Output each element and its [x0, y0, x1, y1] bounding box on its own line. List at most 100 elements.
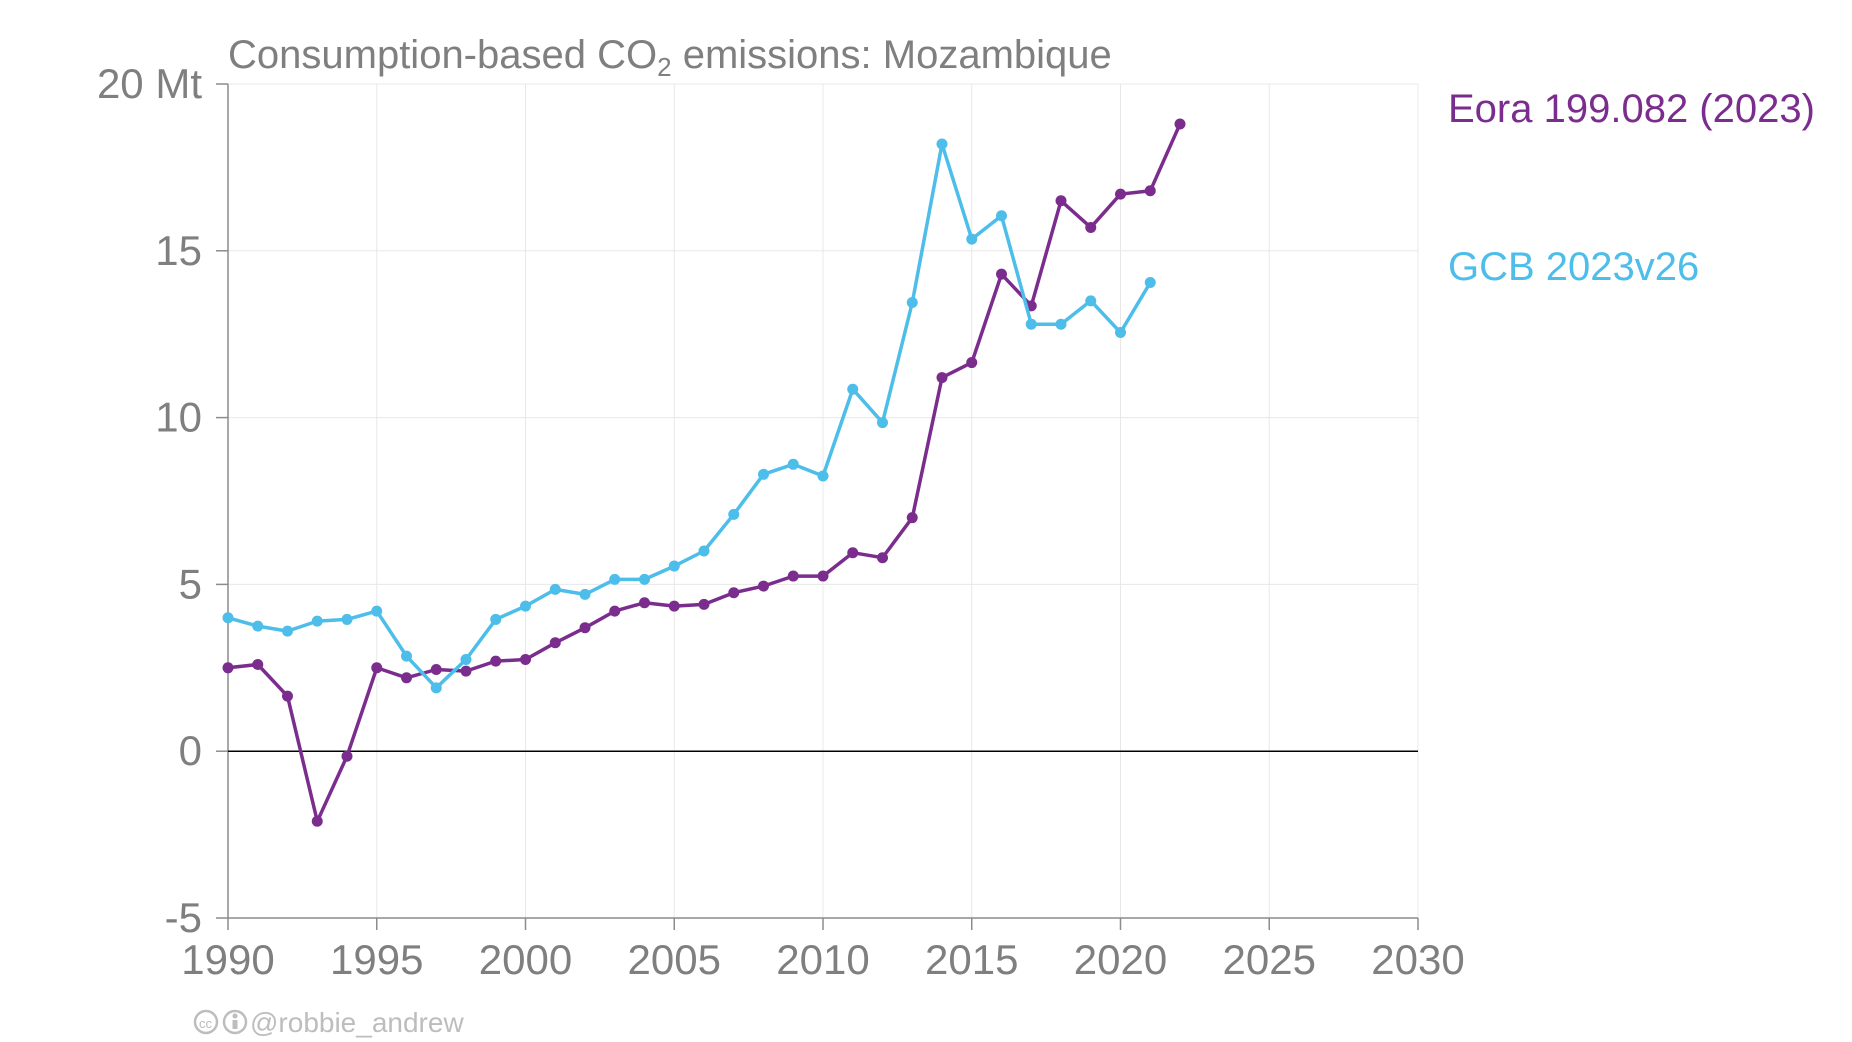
data-point-eora-199-082-2023-2016 — [996, 268, 1007, 280]
data-point-eora-199-082-2023-2018 — [1055, 195, 1067, 207]
data-point-eora-199-082-2023-2005 — [668, 600, 680, 612]
data-point-gcb-2023v26-2019 — [1085, 295, 1097, 307]
data-point-gcb-2023v26-1990 — [222, 612, 234, 624]
y-tick-label-15: 15 — [155, 227, 202, 274]
data-point-gcb-2023v26-2016 — [996, 210, 1007, 222]
chart-title-suffix: emissions: Mozambique — [672, 33, 1112, 77]
data-point-gcb-2023v26-2009 — [787, 458, 799, 470]
y-tick-label-5: 5 — [179, 560, 202, 607]
data-point-gcb-2023v26-1994 — [341, 613, 353, 625]
series-gcb-2023v26 — [222, 138, 1156, 694]
data-point-eora-199-082-2023-2013 — [906, 512, 918, 524]
data-point-eora-199-082-2023-1993 — [311, 815, 323, 827]
data-point-eora-199-082-2023-2011 — [847, 547, 859, 559]
data-point-gcb-2023v26-2006 — [698, 545, 710, 557]
chart-title-subscript: 2 — [657, 52, 671, 82]
x-tick-label-2015: 2015 — [925, 936, 1018, 983]
data-point-eora-199-082-2023-2012 — [877, 552, 888, 564]
x-tick-label-2020: 2020 — [1074, 936, 1167, 983]
data-point-eora-199-082-2023-1994 — [341, 750, 353, 762]
data-point-gcb-2023v26-2001 — [549, 583, 561, 595]
gridlines — [227, 83, 1419, 919]
x-tick-label-2025: 2025 — [1223, 936, 1316, 983]
data-point-eora-199-082-2023-1999 — [490, 655, 502, 667]
x-tick-label-1995: 1995 — [330, 936, 423, 983]
data-point-eora-199-082-2023-2015 — [966, 357, 978, 369]
y-tick-label-20: 20 Mt — [97, 60, 202, 107]
data-point-gcb-2023v26-1998 — [460, 653, 472, 665]
data-point-gcb-2023v26-2011 — [847, 383, 859, 395]
data-point-gcb-2023v26-2007 — [728, 508, 740, 520]
data-point-eora-199-082-2023-1998 — [460, 665, 472, 677]
data-point-gcb-2023v26-2013 — [906, 297, 918, 309]
data-point-gcb-2023v26-1993 — [311, 615, 323, 627]
data-point-eora-199-082-2023-2021 — [1144, 185, 1156, 197]
y-tick-label-0: 0 — [179, 727, 202, 774]
data-point-eora-199-082-2023-2022 — [1174, 118, 1186, 130]
data-point-gcb-2023v26-2015 — [966, 233, 978, 245]
cc-license-icon-glyph: cc — [199, 1016, 213, 1031]
attribution-icon-body — [232, 1020, 238, 1029]
data-point-eora-199-082-2023-2001 — [549, 637, 561, 649]
data-point-gcb-2023v26-2012 — [877, 417, 888, 429]
series-label-eora-199-082-2023: Eora 199.082 (2023) — [1448, 87, 1815, 131]
credit-line: cc @robbie_andrew — [193, 1007, 464, 1038]
data-point-gcb-2023v26-2000 — [520, 600, 531, 612]
attribution-icon — [222, 1009, 248, 1035]
data-point-eora-199-082-2023-2008 — [758, 580, 769, 592]
data-point-gcb-2023v26-2021 — [1144, 276, 1156, 288]
cc-license-icon — [193, 1009, 219, 1035]
data-point-eora-199-082-2023-2006 — [698, 598, 710, 610]
series-label-gcb-2023v26: GCB 2023v26 — [1448, 245, 1699, 289]
chart-title-prefix: Consumption-based CO — [228, 33, 657, 77]
data-point-eora-199-082-2023-2004 — [639, 597, 650, 609]
x-tick-label-2010: 2010 — [776, 936, 869, 983]
data-point-gcb-2023v26-2003 — [609, 573, 621, 585]
series-line-eora-199-082-2023 — [226, 122, 1182, 824]
data-point-gcb-2023v26-2008 — [758, 468, 769, 480]
y-tick-label--5: -5 — [165, 894, 202, 941]
data-point-eora-199-082-2023-2009 — [787, 570, 799, 582]
data-point-gcb-2023v26-1992 — [282, 625, 293, 637]
axes — [216, 83, 1419, 930]
x-tick-label-1990: 1990 — [181, 936, 274, 983]
data-point-eora-199-082-2023-2003 — [609, 605, 621, 617]
data-point-eora-199-082-2023-2000 — [520, 653, 531, 665]
data-point-gcb-2023v26-2017 — [1025, 318, 1037, 330]
data-point-eora-199-082-2023-2020 — [1115, 188, 1126, 200]
series-labels: Eora 199.082 (2023) GCB 2023v26 — [1448, 87, 1815, 289]
x-tick-label-2005: 2005 — [628, 936, 721, 983]
chart-title: Consumption-based CO2 emissions: Mozambi… — [228, 33, 1112, 82]
x-tick-label-2000: 2000 — [479, 936, 572, 983]
data-point-gcb-2023v26-2004 — [639, 573, 650, 585]
data-point-gcb-2023v26-1997 — [430, 682, 442, 694]
data-point-gcb-2023v26-2014 — [936, 138, 948, 150]
data-point-eora-199-082-2023-2002 — [579, 622, 591, 634]
data-point-eora-199-082-2023-1996 — [401, 672, 412, 684]
x-tick-label-2030: 2030 — [1371, 936, 1464, 983]
data-point-eora-199-082-2023-1995 — [371, 662, 383, 674]
data-point-gcb-2023v26-1996 — [401, 650, 412, 662]
data-point-eora-199-082-2023-1997 — [430, 663, 442, 675]
series-group — [222, 118, 1186, 827]
data-point-eora-199-082-2023-2010 — [817, 570, 829, 582]
data-point-eora-199-082-2023-2019 — [1085, 221, 1097, 233]
data-point-gcb-2023v26-1991 — [252, 620, 264, 632]
series-eora-199-082-2023 — [222, 118, 1186, 827]
data-point-eora-199-082-2023-1992 — [282, 690, 293, 702]
data-point-gcb-2023v26-1999 — [490, 613, 502, 625]
data-point-gcb-2023v26-2010 — [817, 470, 829, 482]
data-point-gcb-2023v26-2005 — [668, 560, 680, 572]
tick-labels: -5 0 5 10 15 20 Mt 1990 1995 2000 2005 2010 2015 202… — [97, 60, 1465, 983]
credit-text: @robbie_andrew — [250, 1007, 464, 1038]
data-point-gcb-2023v26-2002 — [579, 588, 591, 600]
data-point-eora-199-082-2023-1991 — [252, 658, 264, 670]
data-point-gcb-2023v26-2020 — [1115, 327, 1126, 339]
data-point-eora-199-082-2023-2007 — [728, 587, 740, 599]
data-point-eora-199-082-2023-2014 — [936, 372, 948, 384]
series-line-gcb-2023v26 — [226, 142, 1153, 690]
data-point-eora-199-082-2023-1990 — [222, 662, 234, 674]
data-point-gcb-2023v26-1995 — [371, 605, 383, 617]
y-tick-label-10: 10 — [155, 394, 202, 441]
